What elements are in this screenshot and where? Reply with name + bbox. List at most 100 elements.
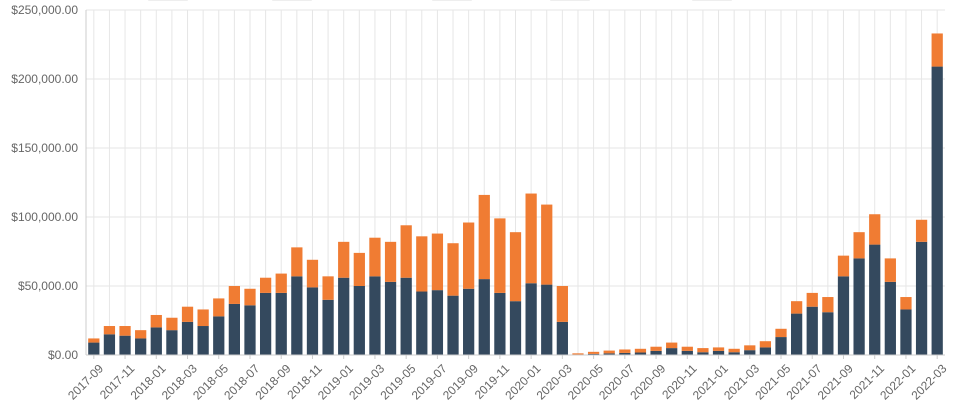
bar-segment-2018-09-s0[interactable] xyxy=(276,293,287,355)
bar-segment-2021-02-s1[interactable] xyxy=(729,349,740,352)
bar-segment-2018-03-s1[interactable] xyxy=(182,307,193,322)
bar-segment-2020-01-s0[interactable] xyxy=(526,283,537,355)
bar-segment-2020-10-s1[interactable] xyxy=(666,343,677,349)
bar-segment-2021-12-s1[interactable] xyxy=(885,258,896,281)
bar-segment-2021-04-s1[interactable] xyxy=(760,341,771,347)
bar-segment-2019-09-s0[interactable] xyxy=(463,289,474,355)
bar-segment-2020-06-s1[interactable] xyxy=(604,351,615,354)
bar-segment-2019-04-s0[interactable] xyxy=(385,282,396,355)
bar-segment-2021-01-s1[interactable] xyxy=(713,347,724,350)
bar-segment-2019-07-s0[interactable] xyxy=(432,290,443,355)
bar-segment-2017-09-s0[interactable] xyxy=(88,343,99,355)
bar-segment-2018-03-s0[interactable] xyxy=(182,322,193,355)
bar-segment-2018-02-s1[interactable] xyxy=(166,318,177,330)
bar-segment-2021-09-s1[interactable] xyxy=(838,256,849,277)
bar-segment-2017-12-s1[interactable] xyxy=(135,330,146,338)
bar-segment-2021-11-s0[interactable] xyxy=(869,245,880,355)
bar-segment-2020-07-s1[interactable] xyxy=(619,349,630,352)
bar-segment-2018-10-s0[interactable] xyxy=(291,276,302,355)
bar-segment-2021-06-s1[interactable] xyxy=(791,301,802,313)
bar-segment-2019-12-s1[interactable] xyxy=(510,232,521,301)
bar-segment-2022-03-s0[interactable] xyxy=(932,67,943,355)
bar-segment-2017-09-s1[interactable] xyxy=(88,338,99,342)
bar-segment-2018-05-s1[interactable] xyxy=(213,298,224,316)
bar-segment-2019-02-s1[interactable] xyxy=(354,253,365,286)
legend-item-1[interactable] xyxy=(272,0,312,1)
bar-segment-2019-09-s1[interactable] xyxy=(463,223,474,289)
bar-segment-2017-10-s0[interactable] xyxy=(104,334,115,355)
bar-segment-2019-12-s0[interactable] xyxy=(510,301,521,355)
bar-segment-2021-05-s0[interactable] xyxy=(775,337,786,355)
bar-segment-2020-02-s1[interactable] xyxy=(541,205,552,285)
bar-segment-2019-10-s1[interactable] xyxy=(479,195,490,279)
bar-segment-2020-10-s0[interactable] xyxy=(666,348,677,355)
bar-segment-2019-05-s1[interactable] xyxy=(401,225,412,277)
bar-segment-2021-05-s1[interactable] xyxy=(775,329,786,337)
legend-item-0[interactable] xyxy=(148,0,188,1)
legend-item-4[interactable] xyxy=(692,0,732,1)
bar-segment-2021-11-s1[interactable] xyxy=(869,214,880,244)
bar-segment-2018-06-s1[interactable] xyxy=(229,286,240,304)
bar-segment-2019-01-s1[interactable] xyxy=(338,242,349,278)
bar-segment-2020-09-s0[interactable] xyxy=(650,351,661,355)
bar-segment-2018-08-s1[interactable] xyxy=(260,278,271,293)
bar-segment-2020-01-s1[interactable] xyxy=(526,194,537,284)
bar-segment-2018-07-s1[interactable] xyxy=(244,289,255,306)
bar-segment-2017-11-s0[interactable] xyxy=(119,336,130,355)
bar-segment-2021-07-s0[interactable] xyxy=(807,307,818,355)
bar-segment-2018-02-s0[interactable] xyxy=(166,330,177,355)
bar-segment-2021-12-s0[interactable] xyxy=(885,282,896,355)
bar-segment-2021-08-s0[interactable] xyxy=(822,312,833,355)
bar-segment-2019-11-s1[interactable] xyxy=(494,218,505,293)
bar-segment-2020-12-s1[interactable] xyxy=(697,348,708,352)
bar-segment-2018-12-s0[interactable] xyxy=(322,300,333,355)
bar-segment-2021-01-s0[interactable] xyxy=(713,351,724,355)
bar-segment-2019-08-s1[interactable] xyxy=(447,243,458,295)
bar-segment-2017-11-s1[interactable] xyxy=(119,326,130,336)
bar-segment-2020-08-s1[interactable] xyxy=(635,349,646,353)
bar-segment-2018-10-s1[interactable] xyxy=(291,247,302,276)
bar-segment-2018-07-s0[interactable] xyxy=(244,305,255,355)
bar-segment-2018-01-s0[interactable] xyxy=(151,327,162,355)
bar-segment-2020-11-s0[interactable] xyxy=(682,351,693,355)
bar-segment-2019-11-s0[interactable] xyxy=(494,293,505,355)
legend-item-2[interactable] xyxy=(432,0,472,1)
bar-segment-2018-04-s0[interactable] xyxy=(198,326,209,355)
bar-segment-2022-02-s0[interactable] xyxy=(916,242,927,355)
bar-segment-2021-03-s0[interactable] xyxy=(744,350,755,355)
bar-segment-2018-01-s1[interactable] xyxy=(151,315,162,327)
bar-segment-2019-06-s1[interactable] xyxy=(416,236,427,291)
bar-segment-2021-04-s0[interactable] xyxy=(760,347,771,355)
legend-item-3[interactable] xyxy=(550,0,590,1)
bar-segment-2021-10-s1[interactable] xyxy=(853,232,864,258)
bar-segment-2021-10-s0[interactable] xyxy=(853,258,864,355)
bar-segment-2019-04-s1[interactable] xyxy=(385,242,396,282)
bar-segment-2018-09-s1[interactable] xyxy=(276,274,287,293)
bar-segment-2020-03-s0[interactable] xyxy=(557,322,568,355)
bar-segment-2020-03-s1[interactable] xyxy=(557,286,568,322)
bar-segment-2020-05-s1[interactable] xyxy=(588,352,599,354)
bar-segment-2020-11-s1[interactable] xyxy=(682,347,693,351)
bar-segment-2019-06-s0[interactable] xyxy=(416,292,427,355)
bar-segment-2021-03-s1[interactable] xyxy=(744,345,755,350)
bar-segment-2018-12-s1[interactable] xyxy=(322,276,333,299)
bar-segment-2019-10-s0[interactable] xyxy=(479,279,490,355)
bar-segment-2019-03-s1[interactable] xyxy=(369,238,380,277)
bar-segment-2022-02-s1[interactable] xyxy=(916,220,927,242)
bar-segment-2019-05-s0[interactable] xyxy=(401,278,412,355)
bar-segment-2020-02-s0[interactable] xyxy=(541,285,552,355)
bar-segment-2019-02-s0[interactable] xyxy=(354,286,365,355)
bar-segment-2019-07-s1[interactable] xyxy=(432,234,443,291)
bar-segment-2022-01-s0[interactable] xyxy=(900,309,911,355)
bar-segment-2022-03-s1[interactable] xyxy=(932,33,943,66)
bar-segment-2021-07-s1[interactable] xyxy=(807,293,818,307)
bar-segment-2021-08-s1[interactable] xyxy=(822,297,833,312)
bar-segment-2018-11-s1[interactable] xyxy=(307,260,318,288)
bar-segment-2020-04-s1[interactable] xyxy=(572,353,583,354)
bar-segment-2018-11-s0[interactable] xyxy=(307,287,318,355)
bar-segment-2021-09-s0[interactable] xyxy=(838,276,849,355)
bar-segment-2018-05-s0[interactable] xyxy=(213,316,224,355)
bar-segment-2018-08-s0[interactable] xyxy=(260,293,271,355)
bar-segment-2022-01-s1[interactable] xyxy=(900,297,911,309)
bar-segment-2020-09-s1[interactable] xyxy=(650,347,661,351)
